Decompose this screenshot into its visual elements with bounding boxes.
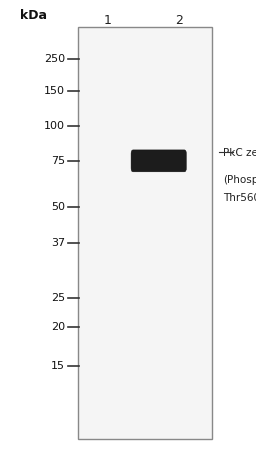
Text: 100: 100	[44, 121, 65, 131]
Text: 150: 150	[44, 86, 65, 96]
Text: 1: 1	[104, 14, 111, 27]
Text: (Phospho-: (Phospho-	[223, 175, 256, 186]
Text: 75: 75	[51, 156, 65, 166]
Text: 15: 15	[51, 361, 65, 371]
Text: 20: 20	[51, 322, 65, 332]
Text: kDa: kDa	[20, 10, 47, 22]
Text: PkC zeta: PkC zeta	[223, 148, 256, 158]
Text: 250: 250	[44, 54, 65, 64]
FancyBboxPatch shape	[131, 150, 186, 172]
Text: Thr560): Thr560)	[223, 193, 256, 203]
Text: 37: 37	[51, 238, 65, 248]
Text: 50: 50	[51, 202, 65, 212]
Text: 2: 2	[175, 14, 183, 27]
Text: 25: 25	[51, 293, 65, 303]
Bar	[78, 27, 212, 439]
